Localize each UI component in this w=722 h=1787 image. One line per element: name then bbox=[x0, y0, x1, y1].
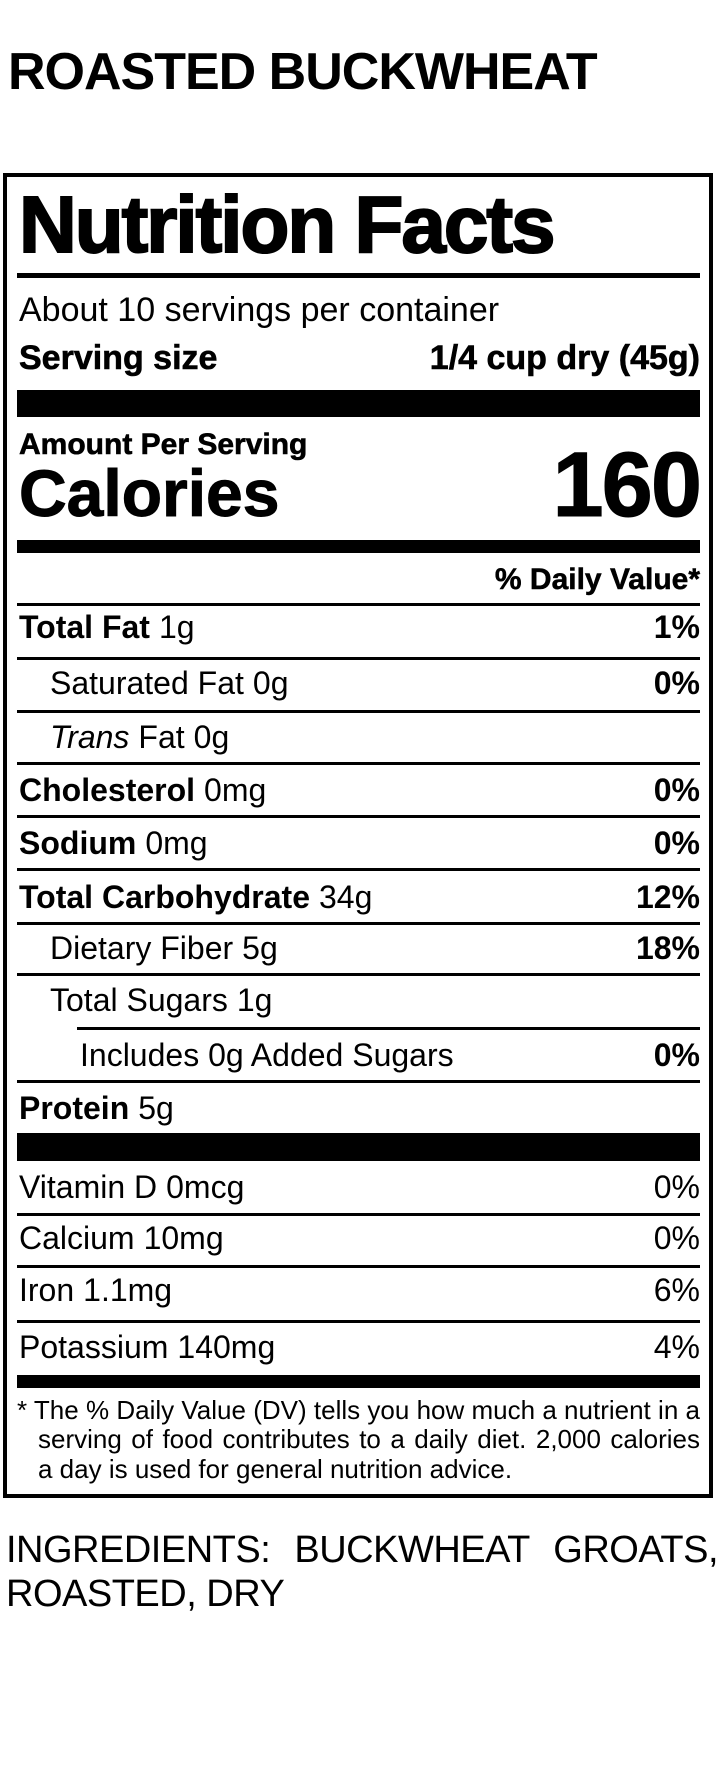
nutrient-name-amount: Trans Fat 0g bbox=[50, 719, 230, 755]
nutrient-row-protein: Protein 5g bbox=[19, 1090, 700, 1126]
ingredients-statement: INGREDIENTS: BUCKWHEAT GROATS, ROASTED, … bbox=[6, 1529, 719, 1616]
serving-size-row: Serving size 1/4 cup dry (45g) bbox=[19, 339, 701, 378]
divider bbox=[17, 1213, 700, 1216]
divider bbox=[17, 1265, 700, 1268]
nutrient-row-iron: Iron 1.1mg 6% bbox=[19, 1272, 700, 1308]
divider bbox=[17, 603, 700, 606]
nutrient-row-total-carbohydrate: Total Carbohydrate 34g 12% bbox=[19, 879, 700, 915]
nutrient-name-amount: Total Fat 1g bbox=[19, 609, 195, 645]
medium-bar-below-potassium bbox=[17, 1375, 700, 1388]
nutrient-row-total-fat: Total Fat 1g 1% bbox=[19, 609, 700, 645]
daily-value-percent: 6% bbox=[653, 1272, 700, 1308]
nutrient-row-added-sugars: Includes 0g Added Sugars 0% bbox=[19, 1037, 700, 1073]
medium-bar-below-calories bbox=[17, 540, 700, 553]
thick-bar-below-protein bbox=[17, 1133, 700, 1161]
divider bbox=[17, 657, 700, 660]
divider bbox=[17, 868, 700, 871]
divider bbox=[17, 922, 700, 925]
nutrient-name-amount: Cholesterol 0mg bbox=[19, 772, 267, 808]
heading-divider bbox=[17, 273, 700, 278]
daily-value-footnote: * The % Daily Value (DV) tells you how m… bbox=[17, 1395, 700, 1484]
product-title: ROASTED BUCKWHEAT bbox=[8, 43, 598, 101]
divider bbox=[17, 1080, 700, 1083]
daily-value-percent: 0% bbox=[653, 825, 700, 861]
daily-value-percent: 18% bbox=[635, 930, 700, 966]
serving-size-label: Serving size bbox=[19, 339, 218, 378]
divider bbox=[17, 973, 700, 976]
daily-value-percent: 12% bbox=[635, 879, 700, 915]
nutrient-name-amount: Saturated Fat 0g bbox=[50, 665, 289, 701]
daily-value-percent: 0% bbox=[653, 1037, 700, 1073]
nutrient-name-amount: Total Sugars 1g bbox=[50, 982, 273, 1018]
nutrient-name-amount: Total Carbohydrate 34g bbox=[19, 879, 373, 915]
calories-value: 160 bbox=[552, 434, 702, 536]
servings-per-container: About 10 servings per container bbox=[19, 291, 500, 329]
nutrient-row-dietary-fiber: Dietary Fiber 5g 18% bbox=[19, 930, 700, 966]
thick-bar-below-serving bbox=[17, 390, 700, 417]
amount-per-serving-label: Amount Per Serving bbox=[19, 428, 308, 462]
daily-value-header: % Daily Value* bbox=[494, 563, 701, 597]
nutrient-name-amount: Potassium 140mg bbox=[19, 1329, 276, 1365]
nutrient-name-amount: Protein 5g bbox=[19, 1090, 174, 1126]
serving-size-value: 1/4 cup dry (45g) bbox=[429, 339, 700, 378]
nutrition-facts-heading: Nutrition Facts bbox=[18, 180, 556, 269]
nutrient-row-total-sugars: Total Sugars 1g bbox=[19, 982, 700, 1018]
daily-value-percent: 0% bbox=[653, 1169, 700, 1205]
nutrient-name-amount: Sodium 0mg bbox=[19, 825, 208, 861]
nutrient-row-vitamin-d: Vitamin D 0mcg 0% bbox=[19, 1169, 700, 1205]
calories-row: Calories 160 bbox=[18, 434, 702, 536]
nutrient-name-amount: Iron 1.1mg bbox=[19, 1272, 173, 1308]
calories-label: Calories bbox=[18, 456, 280, 530]
nutrient-row-potassium: Potassium 140mg 4% bbox=[19, 1329, 700, 1365]
nutrient-row-sodium: Sodium 0mg 0% bbox=[19, 825, 700, 861]
footnote-text: * The % Daily Value (DV) tells you how m… bbox=[17, 1395, 700, 1484]
daily-value-percent: 0% bbox=[653, 1220, 700, 1256]
daily-value-percent: 0% bbox=[653, 665, 700, 701]
nutrient-name-amount: Dietary Fiber 5g bbox=[50, 930, 278, 966]
nutrient-name-amount: Calcium 10mg bbox=[19, 1220, 224, 1256]
divider-indented bbox=[77, 1027, 700, 1030]
nutrient-row-saturated-fat: Saturated Fat 0g 0% bbox=[19, 665, 700, 701]
divider bbox=[17, 710, 700, 713]
divider bbox=[17, 762, 700, 765]
nutrient-name-amount: Vitamin D 0mcg bbox=[19, 1169, 245, 1205]
nutrient-name-amount: Includes 0g Added Sugars bbox=[80, 1037, 454, 1073]
divider bbox=[17, 1320, 700, 1323]
daily-value-percent: 1% bbox=[653, 609, 700, 645]
nutrient-row-calcium: Calcium 10mg 0% bbox=[19, 1220, 700, 1256]
nutrition-facts-panel: Nutrition Facts About 10 servings per co… bbox=[3, 173, 713, 1498]
divider bbox=[17, 815, 700, 818]
daily-value-percent: 0% bbox=[653, 772, 700, 808]
nutrient-row-trans-fat: Trans Fat 0g bbox=[19, 719, 700, 755]
nutrient-row-cholesterol: Cholesterol 0mg 0% bbox=[19, 772, 700, 808]
daily-value-percent: 4% bbox=[653, 1329, 700, 1365]
